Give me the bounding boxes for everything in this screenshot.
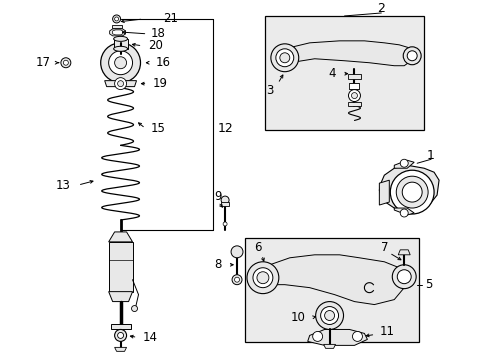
Polygon shape [397, 250, 409, 255]
Polygon shape [274, 41, 413, 66]
Polygon shape [110, 324, 130, 329]
Bar [244, 238, 418, 342]
Circle shape [395, 176, 427, 208]
Text: 5: 5 [425, 278, 432, 291]
Text: 14: 14 [142, 331, 158, 344]
Circle shape [270, 44, 298, 72]
Text: 20: 20 [148, 39, 163, 52]
Text: 10: 10 [290, 311, 305, 324]
Circle shape [112, 15, 121, 23]
Circle shape [279, 53, 289, 63]
Polygon shape [108, 232, 132, 242]
Circle shape [61, 58, 71, 68]
Circle shape [114, 17, 119, 21]
Polygon shape [379, 180, 388, 205]
Circle shape [246, 262, 278, 294]
Circle shape [118, 332, 123, 338]
Circle shape [403, 47, 420, 65]
Circle shape [256, 272, 268, 284]
Polygon shape [221, 202, 228, 206]
Text: 17: 17 [36, 56, 50, 69]
Circle shape [275, 49, 293, 67]
Circle shape [63, 60, 68, 65]
Circle shape [324, 311, 334, 320]
Circle shape [389, 170, 433, 214]
Text: 8: 8 [214, 258, 222, 271]
Circle shape [352, 332, 362, 341]
Polygon shape [114, 347, 126, 351]
Circle shape [315, 302, 343, 329]
Circle shape [312, 332, 322, 341]
Polygon shape [109, 29, 125, 36]
Circle shape [114, 78, 126, 90]
Circle shape [351, 93, 357, 99]
Circle shape [114, 329, 126, 341]
Polygon shape [108, 292, 132, 302]
Ellipse shape [113, 46, 127, 51]
Circle shape [114, 57, 126, 69]
Text: 16: 16 [156, 56, 170, 69]
Ellipse shape [113, 36, 127, 41]
Circle shape [396, 270, 410, 284]
Polygon shape [112, 30, 122, 35]
Circle shape [391, 265, 415, 289]
Text: 15: 15 [151, 122, 165, 135]
Circle shape [252, 268, 272, 288]
Polygon shape [323, 345, 335, 348]
Polygon shape [111, 25, 122, 28]
Circle shape [234, 277, 239, 282]
Circle shape [407, 51, 416, 61]
Circle shape [118, 81, 123, 87]
Text: 12: 12 [217, 122, 232, 135]
Text: 2: 2 [377, 3, 385, 15]
Circle shape [221, 196, 228, 204]
Circle shape [320, 307, 338, 324]
Circle shape [131, 306, 137, 311]
Text: 6: 6 [254, 241, 261, 255]
Text: 13: 13 [55, 179, 70, 192]
Text: 4: 4 [328, 67, 336, 80]
Text: 21: 21 [163, 13, 178, 26]
Text: 1: 1 [427, 149, 434, 162]
Polygon shape [307, 329, 366, 345]
Circle shape [232, 275, 242, 285]
Circle shape [231, 246, 243, 258]
Polygon shape [257, 255, 407, 305]
Circle shape [402, 182, 421, 202]
Polygon shape [347, 102, 361, 105]
Bar [108, 242, 132, 292]
Polygon shape [349, 83, 359, 89]
Polygon shape [379, 165, 438, 212]
Text: 11: 11 [379, 325, 394, 338]
Text: 19: 19 [153, 77, 167, 90]
Polygon shape [393, 160, 413, 168]
Text: 3: 3 [265, 84, 273, 97]
Circle shape [400, 159, 407, 167]
Bar [264, 16, 423, 130]
Text: 18: 18 [151, 27, 165, 40]
Circle shape [108, 51, 132, 75]
Polygon shape [347, 74, 361, 78]
Text: 9: 9 [214, 190, 222, 203]
Circle shape [101, 43, 140, 83]
Circle shape [223, 222, 226, 226]
Polygon shape [393, 208, 413, 215]
Polygon shape [113, 39, 127, 49]
Circle shape [400, 209, 407, 217]
Polygon shape [104, 81, 136, 87]
Circle shape [348, 90, 360, 102]
Text: 7: 7 [380, 241, 387, 255]
